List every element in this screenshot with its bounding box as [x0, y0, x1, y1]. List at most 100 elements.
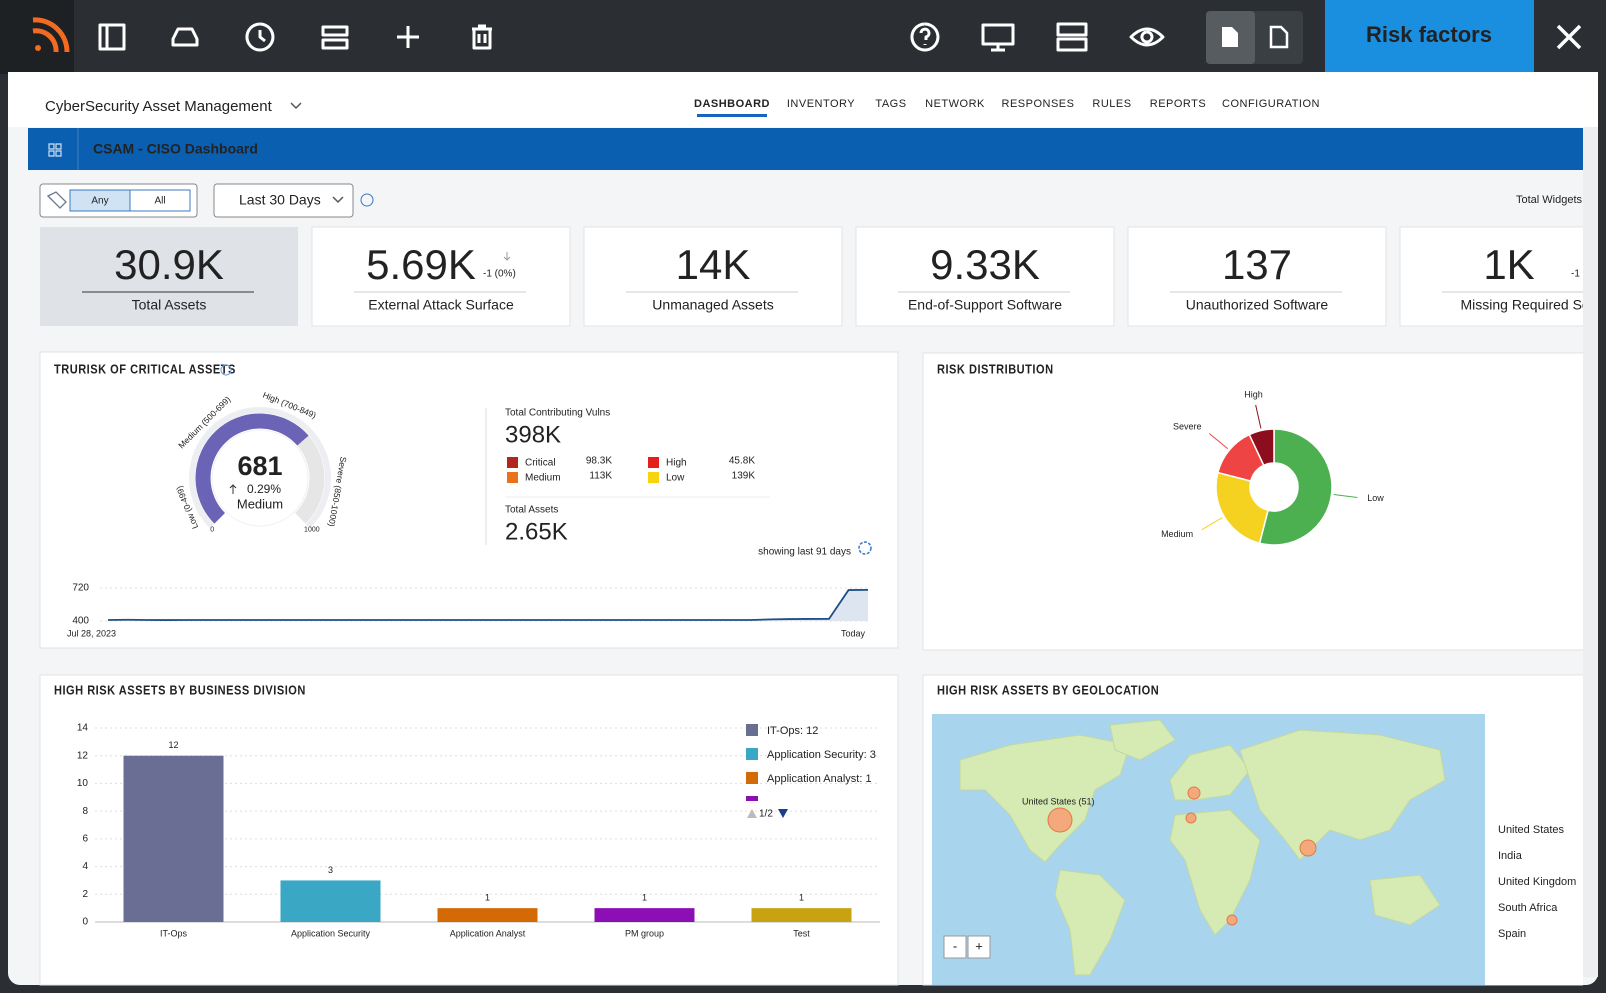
- kpi-card[interactable]: [311, 226, 571, 327]
- map-bubble[interactable]: [1185, 812, 1197, 824]
- nav-tab[interactable]: TAGS: [875, 98, 906, 110]
- map-bubble[interactable]: [1226, 914, 1238, 926]
- pager-prev[interactable]: [747, 809, 757, 818]
- assets-total: 2.65K: [505, 518, 568, 545]
- bar[interactable]: [594, 908, 695, 922]
- nav-tab[interactable]: REPORTS: [1150, 98, 1206, 110]
- y-tick-label: 6: [82, 833, 88, 844]
- zoom-out-label: -: [953, 938, 957, 953]
- leader-line: [1255, 404, 1262, 429]
- x-tick-label: PM group: [625, 928, 664, 938]
- help-icon[interactable]: [910, 22, 940, 52]
- sidebar-icon-shape: [98, 23, 126, 51]
- kpi-value: 1K: [1483, 241, 1534, 288]
- info-icon[interactable]: [220, 364, 232, 376]
- legend-swatch: [648, 457, 659, 468]
- kpi-card[interactable]: [40, 227, 298, 326]
- risk-button[interactable]: [1325, 0, 1534, 73]
- pager-next[interactable]: [778, 809, 788, 818]
- land: [959, 734, 1131, 863]
- history-icon[interactable]: [245, 22, 275, 52]
- vuln-name: Low: [666, 473, 685, 484]
- eye-icon[interactable]: [1129, 27, 1165, 47]
- bar[interactable]: [751, 908, 852, 922]
- land: [1169, 809, 1261, 936]
- country-label: India: [1498, 850, 1523, 862]
- info-icon[interactable]: [360, 193, 374, 207]
- trend-line: [107, 588, 869, 621]
- kpi-card[interactable]: [1127, 226, 1387, 327]
- scroll-gutter: [1583, 127, 1598, 977]
- kpi-card[interactable]: [583, 226, 843, 327]
- dashboard-bar: [28, 128, 1583, 170]
- x-tick-label: Application Analyst: [450, 928, 526, 938]
- country-label: United Kingdom: [1498, 876, 1576, 888]
- server-icon[interactable]: [1056, 22, 1088, 52]
- country-label: United States: [1498, 824, 1565, 836]
- app-dropdown[interactable]: [290, 102, 302, 110]
- vuln-name: High: [666, 458, 687, 469]
- kpi-card[interactable]: [855, 226, 1115, 327]
- legend-swatch: [746, 748, 758, 760]
- sidebar-icon[interactable]: [98, 23, 126, 51]
- donut-slice: [1215, 471, 1269, 545]
- vuln-value: 98.3K: [586, 456, 612, 467]
- zoom-out[interactable]: [943, 935, 967, 959]
- logo-arc: [32, 17, 70, 53]
- widget-panel: [922, 352, 1583, 651]
- bar[interactable]: [437, 908, 538, 922]
- map-bubble[interactable]: [1187, 786, 1201, 800]
- bar[interactable]: [280, 880, 381, 922]
- nav-tab[interactable]: NETWORK: [925, 98, 985, 110]
- y-tick-label: 720: [72, 583, 89, 594]
- logo-arc: [32, 28, 59, 53]
- panel-title: HIGH RISK ASSETS BY GEOLOCATION: [937, 683, 1159, 698]
- kpi-change: -1 (0%): [483, 269, 516, 280]
- legend-label[interactable]: Application Security: 3: [767, 749, 876, 761]
- map-bubble[interactable]: [1299, 839, 1317, 857]
- kpi-label: Unmanaged Assets: [652, 297, 773, 313]
- y-tick-label: 400: [72, 616, 89, 627]
- history-icon-shape: [245, 22, 275, 52]
- add-icon-shape: [397, 26, 419, 48]
- server-icon-shape: [1056, 22, 1088, 52]
- vulns-label: Total Contributing Vulns: [505, 408, 610, 419]
- legend-swatch: [648, 472, 659, 483]
- nav-tab[interactable]: RESPONSES: [1002, 98, 1075, 110]
- settings-icon[interactable]: [858, 541, 872, 555]
- legend-label[interactable]: Application Analyst: 1: [767, 773, 872, 785]
- drive-icon[interactable]: [171, 27, 199, 47]
- y-tick-label: 0: [82, 917, 88, 928]
- bar[interactable]: [123, 755, 224, 922]
- x-tick-label: Application Security: [291, 928, 371, 938]
- legend-swatch: [746, 724, 758, 736]
- toggle-icon[interactable]: [321, 25, 349, 50]
- tag-all[interactable]: [129, 189, 191, 212]
- kpi-arrow: [503, 252, 511, 261]
- range-select[interactable]: [213, 183, 354, 218]
- nav-tab[interactable]: DASHBOARD: [694, 98, 770, 110]
- kpi-card[interactable]: [1399, 226, 1606, 327]
- gauge-range-label: 1000: [304, 527, 320, 534]
- kpi-value: 14K: [676, 241, 751, 288]
- eye-icon-shape: [1129, 27, 1165, 47]
- app-title[interactable]: CyberSecurity Asset Management: [45, 98, 273, 115]
- nav-tab[interactable]: CONFIGURATION: [1222, 98, 1320, 110]
- nav-tab[interactable]: RULES: [1092, 98, 1131, 110]
- land: [1054, 869, 1126, 976]
- nav-tab[interactable]: INVENTORY: [787, 98, 855, 110]
- toggle-icon-shape: [321, 25, 349, 50]
- tag-any-label: Any: [91, 196, 108, 207]
- add-icon[interactable]: [397, 26, 419, 48]
- bar-value-label: 12: [168, 740, 178, 750]
- monitor-icon[interactable]: [981, 23, 1015, 52]
- map-bubble[interactable]: [1047, 807, 1073, 833]
- delete-icon[interactable]: [472, 24, 492, 50]
- zoom-in[interactable]: [967, 935, 991, 959]
- legend-label[interactable]: IT-Ops: 12: [767, 725, 818, 737]
- close-icon[interactable]: [1556, 24, 1582, 50]
- tag-icon: [46, 191, 67, 209]
- range-label: Last 30 Days: [239, 192, 321, 208]
- drive-icon-shape: [171, 27, 199, 47]
